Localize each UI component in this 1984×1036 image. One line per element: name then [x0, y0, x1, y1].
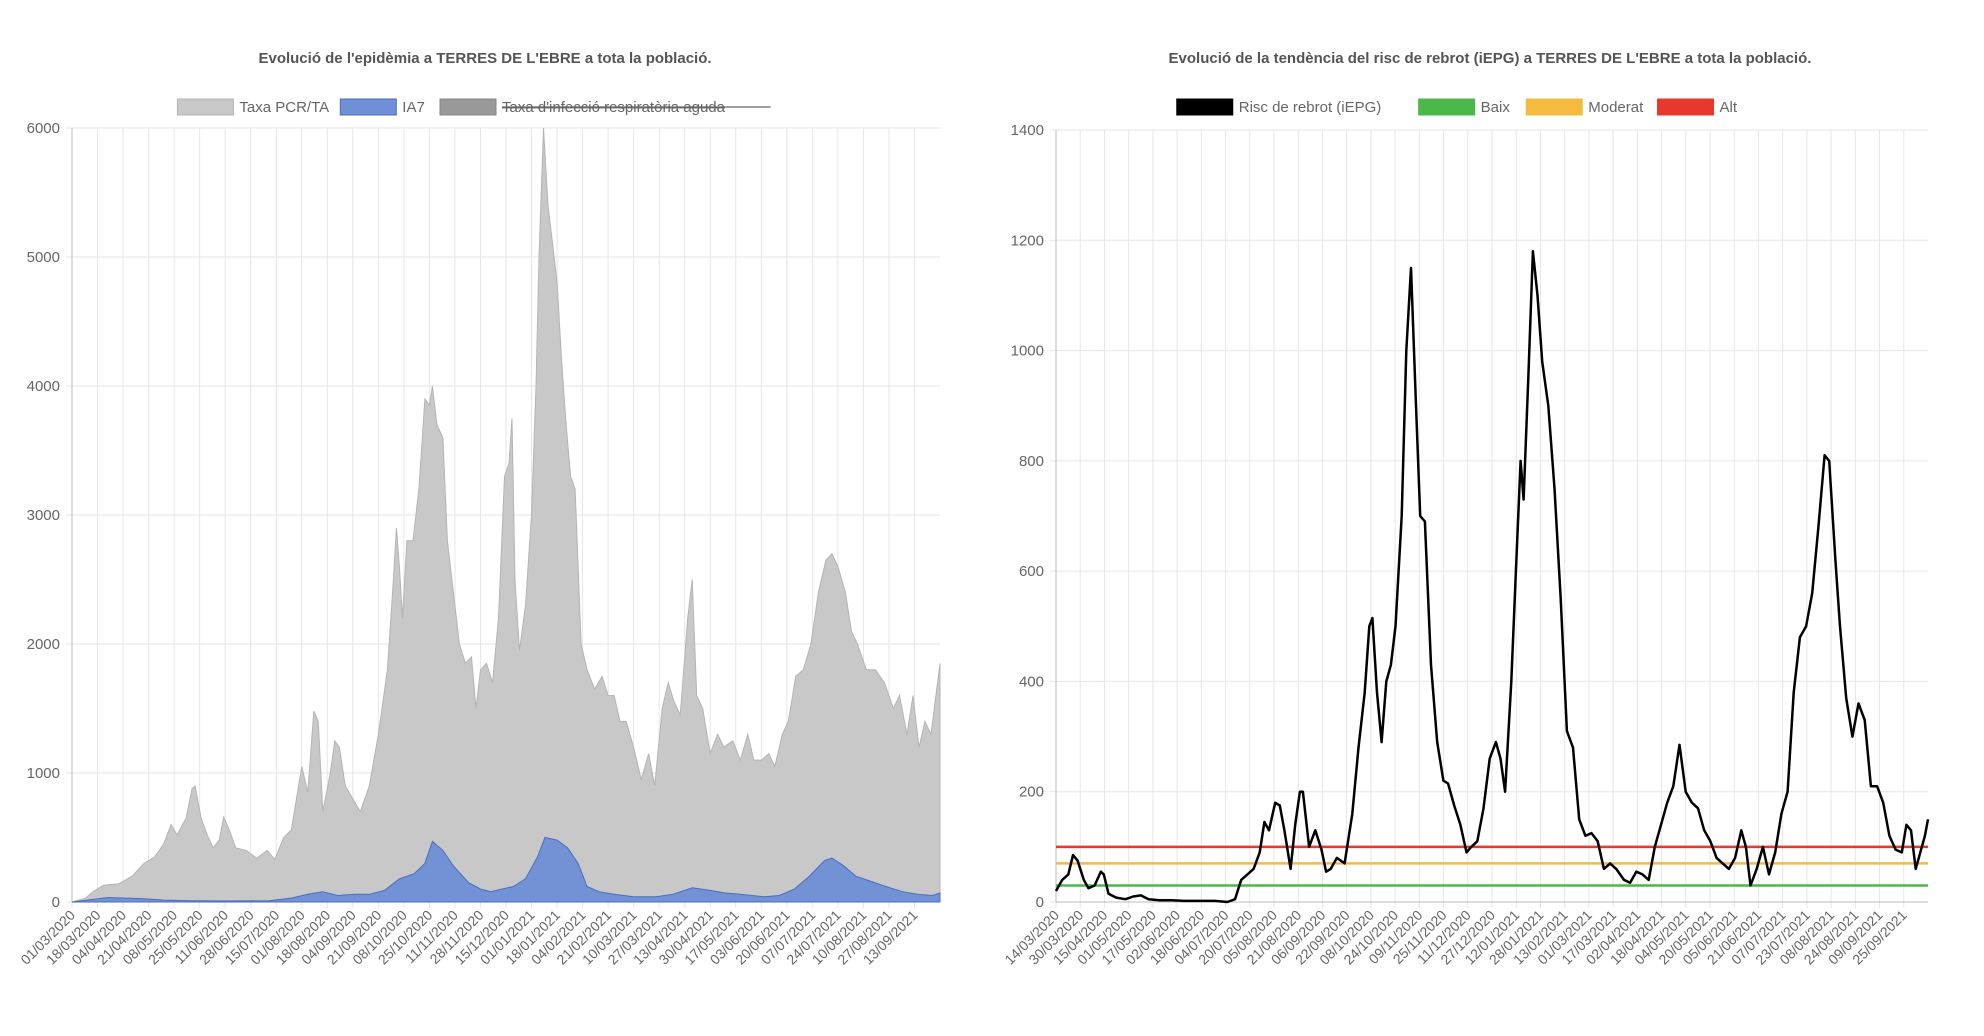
y-tick-label: 1200 — [1011, 232, 1044, 249]
y-tick-label: 3000 — [27, 507, 60, 524]
chart-title-rebrot: Evolució de la tendència del risc de reb… — [1168, 50, 1812, 67]
y-tick-label: 0 — [52, 894, 60, 911]
legend-label-ia7[interactable]: IA7 — [402, 99, 425, 116]
area-series-ia7 — [71, 836, 941, 903]
y-tick-label: 1000 — [1011, 343, 1044, 360]
y-tick-label: 800 — [1019, 453, 1044, 470]
y-tick-label: 1400 — [1011, 122, 1044, 139]
y-tick-label: 200 — [1019, 784, 1044, 801]
area-series-taxa-pcr-ta — [71, 127, 941, 903]
y-tick-label: 5000 — [27, 249, 60, 266]
line-series-iepg — [1054, 250, 1930, 904]
legend-swatch-alt[interactable] — [1657, 98, 1715, 116]
chart-title-epidemia: Evolució de l'epidèmia a TERRES DE L'EBR… — [258, 50, 712, 67]
legend-label-taxa-pcr-ta[interactable]: Taxa PCR/TA — [239, 99, 329, 116]
legend-swatch-moderat[interactable] — [1525, 98, 1583, 116]
legend-swatch-ia7[interactable] — [339, 98, 397, 116]
legend-swatch-baix[interactable] — [1418, 98, 1476, 116]
legend-label-alt[interactable]: Alt — [1720, 99, 1738, 116]
legend-swatch-risc-de-rebrot-iepg[interactable] — [1176, 98, 1234, 116]
y-tick-label: 1000 — [27, 765, 60, 782]
y-tick-label: 4000 — [27, 378, 60, 395]
legend-label-baix[interactable]: Baix — [1481, 99, 1511, 116]
y-tick-label: 600 — [1019, 563, 1044, 580]
legend-label-moderat[interactable]: Moderat — [1588, 99, 1644, 116]
legend-swatch-taxa-pcr-ta[interactable] — [176, 98, 234, 116]
legend-label-risc-de-rebrot-iepg[interactable]: Risc de rebrot (iEPG) — [1239, 99, 1382, 116]
y-tick-label: 2000 — [27, 636, 60, 653]
y-tick-label: 400 — [1019, 673, 1044, 690]
y-tick-label: 6000 — [27, 120, 60, 137]
y-tick-label: 0 — [1036, 894, 1044, 911]
legend-swatch-taxa-d-infecci-respirat-ria-aguda[interactable] — [439, 98, 497, 116]
